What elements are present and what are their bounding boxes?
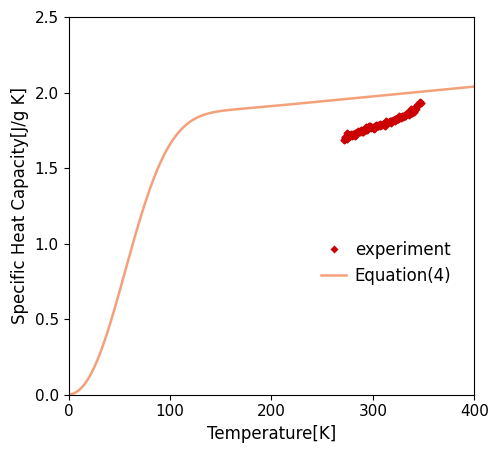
experiment [362,127,368,132]
experiment [354,130,360,135]
experiment [394,116,400,121]
experiment [358,128,364,133]
experiment [372,123,378,129]
experiment [392,117,398,122]
experiment [406,109,412,115]
Line: experiment: experiment [342,99,422,140]
Equation(4) [459,85,465,90]
experiment [416,99,422,105]
experiment [370,124,376,130]
Legend: experiment, Equation(4): experiment, Equation(4) [314,234,458,292]
Equation(4) [240,106,246,111]
experiment [364,126,370,132]
experiment [356,129,362,134]
experiment [396,115,402,120]
experiment [400,113,406,118]
experiment [374,123,380,128]
experiment [378,122,384,128]
experiment [390,118,396,123]
Equation(4) [258,104,264,110]
experiment [350,131,356,137]
experiment [386,119,392,125]
experiment [366,126,372,131]
experiment [408,109,414,114]
experiment [352,131,358,136]
Equation(4) [439,87,445,93]
Equation(4) [236,106,242,112]
experiment [376,123,382,128]
experiment [410,108,416,113]
experiment [346,133,352,138]
experiment [368,125,374,130]
Y-axis label: Specific Heat Capacity[J/g K]: Specific Heat Capacity[J/g K] [11,87,29,324]
Equation(4) [360,94,366,100]
experiment [414,102,420,108]
experiment [388,118,394,124]
experiment [402,112,408,117]
experiment [360,127,366,133]
experiment [348,132,354,138]
experiment [382,121,388,126]
experiment [398,114,404,119]
experiment [344,133,349,139]
experiment [342,135,347,141]
X-axis label: Temperature[K]: Temperature[K] [207,425,336,443]
experiment [412,107,418,112]
experiment [380,121,386,127]
Equation(4) [66,392,71,397]
Line: Equation(4): Equation(4) [68,87,474,395]
experiment [384,120,390,126]
Equation(4) [472,84,478,89]
experiment [404,111,410,116]
